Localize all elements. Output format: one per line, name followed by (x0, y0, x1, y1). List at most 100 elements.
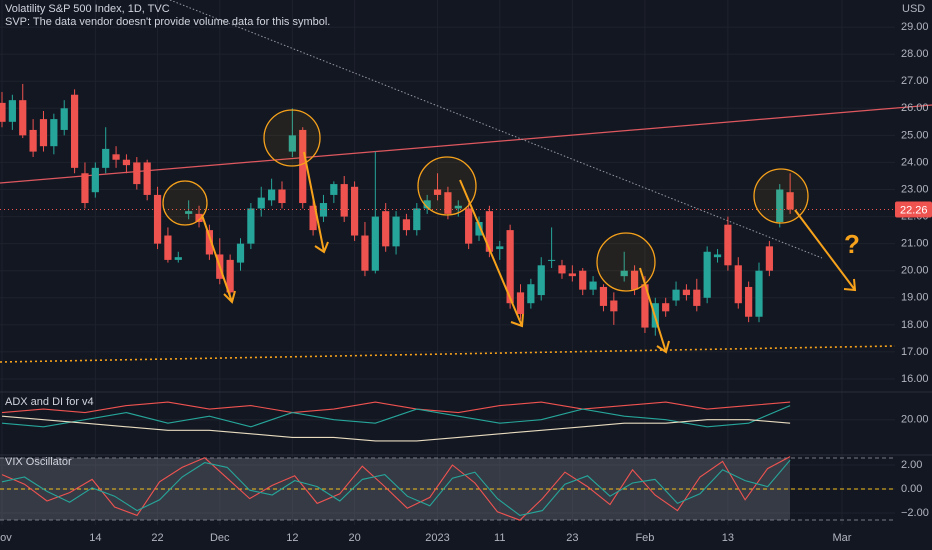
x-tick-label: 22 (151, 532, 163, 544)
x-tick-label: Dec (210, 532, 230, 544)
candle-body (693, 289, 701, 306)
arrow (639, 267, 670, 354)
trendline (169, 0, 823, 259)
y-tick-label: 0.00 (901, 483, 922, 495)
candle-body (672, 289, 680, 301)
highlight-circle (263, 109, 321, 167)
candle-body (776, 189, 784, 222)
candle-body (268, 189, 276, 201)
last-price-label: 22.26 (900, 204, 928, 216)
candle-body (0, 102, 6, 122)
candle-body (610, 300, 618, 312)
candle-body (340, 184, 348, 217)
candle-body (8, 100, 16, 122)
candle-body (133, 162, 141, 185)
x-tick-label: 20 (348, 532, 360, 544)
candle-body (185, 211, 193, 214)
candle-body (278, 189, 286, 204)
y-tick-label: 27.00 (901, 75, 929, 87)
trendline (0, 104, 932, 184)
candle-body (371, 216, 379, 271)
candle-body (236, 243, 245, 263)
arrow (459, 179, 524, 328)
candle-body (548, 259, 556, 261)
arrow (201, 214, 236, 304)
candle-body (444, 192, 452, 214)
candle-body (257, 197, 265, 209)
y-tick-label: 2.00 (901, 459, 922, 471)
x-tick-label: Feb (635, 532, 654, 544)
x-tick-label: 23 (566, 532, 578, 544)
annotations (162, 109, 857, 354)
candle-body (506, 230, 514, 304)
candle-body (475, 221, 483, 236)
candle-body (112, 154, 120, 160)
chart-title: Volatility S&P 500 Index, 1D, TVC (5, 3, 170, 15)
candle-body (288, 135, 296, 152)
candle-body (703, 251, 711, 298)
candle-body (599, 286, 608, 306)
y-tick-label: 28.00 (901, 48, 929, 60)
candle-body (537, 265, 545, 296)
candle-body (568, 273, 576, 277)
y-tick-label: 21.00 (901, 238, 929, 250)
last-price-tag (895, 201, 932, 218)
candle-body (713, 254, 722, 258)
candle-body (91, 167, 99, 193)
candle-body (516, 292, 525, 315)
pane-title: VIX Oscillator (5, 456, 72, 468)
candle-body (122, 159, 131, 166)
pane-title: ADX and DI for v4 (5, 396, 94, 408)
axes: 16.0017.0018.0019.0020.0021.0022.0023.00… (0, 21, 932, 544)
highlight-circle (753, 168, 809, 224)
y-tick-label: 18.00 (901, 319, 929, 331)
y-tick-label: 23.00 (901, 183, 929, 195)
candle-body (70, 94, 79, 168)
candle-body (153, 194, 162, 244)
candle-body (465, 208, 473, 244)
candle-body (39, 119, 48, 147)
highlight-circle (417, 156, 477, 216)
candle-body (195, 213, 203, 222)
x-tick-label: 14 (89, 532, 101, 544)
candle-body (50, 119, 58, 147)
candle-body (319, 203, 328, 217)
candle-body (620, 270, 628, 277)
y-tick-label: 26.00 (901, 102, 929, 114)
x-tick-label: 2023 (425, 532, 449, 544)
arrow (303, 151, 329, 254)
arrow (794, 209, 857, 292)
candle-body (102, 148, 110, 168)
x-tick-label: Mar (832, 532, 851, 544)
candle-body (558, 265, 566, 274)
candle-body (19, 100, 27, 136)
x-tick-label: 13 (722, 532, 734, 544)
candle-body (299, 129, 307, 204)
candle-body (174, 257, 182, 260)
candle-body (786, 192, 794, 210)
currency: USD (902, 3, 925, 15)
chart-subtitle: SVP: The data vendor doesn't provide vol… (5, 16, 330, 28)
y-tick-label: 17.00 (901, 346, 929, 358)
candle-body (247, 208, 255, 244)
candle-body (361, 235, 369, 271)
candle-body (662, 303, 670, 312)
candle-body (765, 246, 773, 271)
candle-body (81, 173, 89, 204)
candle-body (527, 284, 535, 304)
candle-body (579, 270, 587, 290)
candle-body (423, 200, 431, 209)
candle-body (350, 186, 359, 236)
candle-body (205, 230, 213, 255)
y-tick-label: 25.00 (901, 129, 929, 141)
candle-body (485, 211, 493, 252)
candle-body (143, 162, 151, 195)
candle-body (755, 270, 763, 317)
question-mark: ? (844, 229, 860, 259)
candle-body (745, 286, 753, 317)
candle-body (309, 205, 317, 231)
indicators (1, 401, 791, 521)
candle-body (413, 208, 421, 231)
indicator-line (1, 401, 791, 414)
